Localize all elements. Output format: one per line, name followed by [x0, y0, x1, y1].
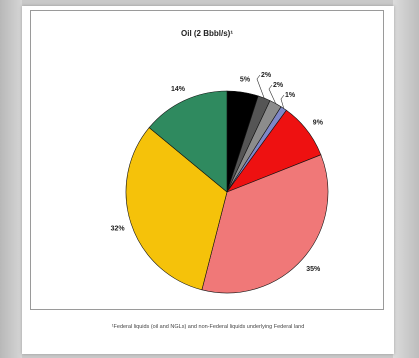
- slice-label: 35%: [306, 266, 321, 273]
- chart-card: Oil (2 Bbbl/s)¹ 5% 2% 2% 1% 9% 35% 32% 14% ¹Fed…: [22, 6, 394, 354]
- pie-slice: [125, 127, 228, 291]
- chart-title: Oil (2 Bbbl/s)¹: [181, 29, 233, 38]
- slice-label: 1%: [285, 92, 296, 99]
- slice-label: 9%: [313, 120, 324, 127]
- pie-slice: [148, 90, 228, 193]
- leader-line: [256, 74, 265, 99]
- chart-frame: Oil (2 Bbbl/s)¹ 5% 2% 2% 1% 9% 35% 32% 14%: [30, 10, 384, 310]
- pie-chart: 5%2%2%1%9%35%32%14%: [111, 72, 329, 294]
- slice-label: 2%: [273, 82, 284, 89]
- background-right-edge: [393, 0, 419, 358]
- leader-line: [268, 84, 276, 104]
- leader-line: [280, 94, 285, 109]
- slice-label: 5%: [240, 76, 251, 83]
- slice-label: 14%: [171, 86, 186, 93]
- background-left-edge: [0, 0, 22, 358]
- slice-label: 32%: [111, 226, 126, 233]
- chart-footnote: ¹Federal liquids (oil and NGLs) and non-…: [111, 324, 305, 330]
- pie-slice: [201, 154, 329, 294]
- slice-label: 2%: [261, 72, 272, 79]
